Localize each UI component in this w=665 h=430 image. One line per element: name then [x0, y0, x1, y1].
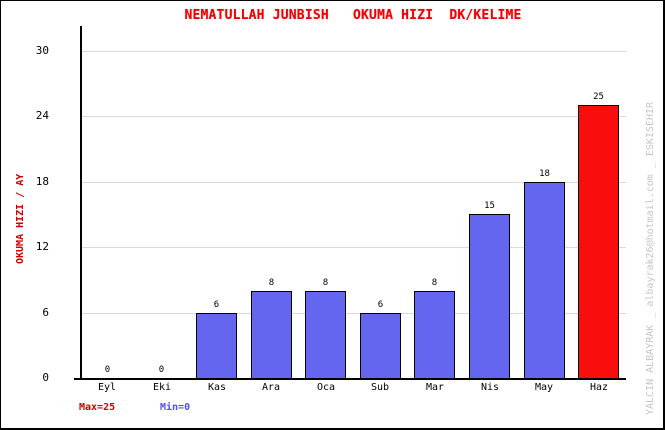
bar-Mar: [414, 291, 455, 378]
gridline: [82, 116, 626, 117]
bar-Nis: [469, 214, 510, 378]
chart-title: NEMATULLAH JUNBISH OKUMA HIZI DK/KELIME: [184, 8, 522, 23]
x-tick-label: Haz: [589, 382, 609, 393]
y-tick-label: 18: [35, 175, 49, 188]
min-label: Min=0: [160, 402, 191, 413]
bar-Ara: [251, 291, 292, 378]
x-axis-line: [74, 378, 626, 380]
bar-value-label: 25: [593, 92, 604, 102]
bar-Oca: [305, 291, 346, 378]
x-tick-label: Eki: [152, 382, 172, 393]
gridline: [82, 247, 626, 248]
gridline: [82, 313, 626, 314]
bar-value-label: 8: [431, 278, 438, 288]
bar-May: [524, 182, 565, 378]
bar-value-label: 6: [213, 300, 220, 310]
x-tick-label: Eyl: [97, 382, 117, 393]
y-tick-label: 30: [35, 44, 49, 57]
x-tick-label: Nis: [480, 382, 500, 393]
bar-value-label: 8: [268, 278, 275, 288]
gridline: [82, 51, 626, 52]
bar-value-label: 0: [104, 365, 111, 375]
bar-value-label: 0: [158, 365, 165, 375]
bar-Kas: [196, 313, 237, 378]
x-tick-label: Sub: [370, 382, 390, 393]
x-tick-label: Mar: [425, 382, 445, 393]
y-tick-label: 12: [35, 240, 49, 253]
x-tick-label: Oca: [316, 382, 336, 393]
bar-value-label: 15: [484, 201, 495, 211]
x-tick-label: Kas: [207, 382, 227, 393]
max-label: Max=25: [79, 402, 116, 413]
x-tick-label: May: [534, 382, 554, 393]
bar-Haz: [578, 105, 619, 378]
y-tick-label: 24: [35, 109, 49, 122]
bar-value-label: 8: [322, 278, 329, 288]
y-tick-label: 0: [42, 371, 49, 384]
bar-Sub: [360, 313, 401, 378]
x-tick-label: Ara: [261, 382, 281, 393]
y-axis-line: [80, 26, 82, 380]
bar-value-label: 18: [539, 169, 550, 179]
bar-value-label: 6: [377, 300, 384, 310]
watermark: YALCIN ALBAYRAK _ albayrak26@hotmail.com…: [645, 101, 656, 415]
y-tick-label: 6: [42, 306, 49, 319]
gridline: [82, 182, 626, 183]
